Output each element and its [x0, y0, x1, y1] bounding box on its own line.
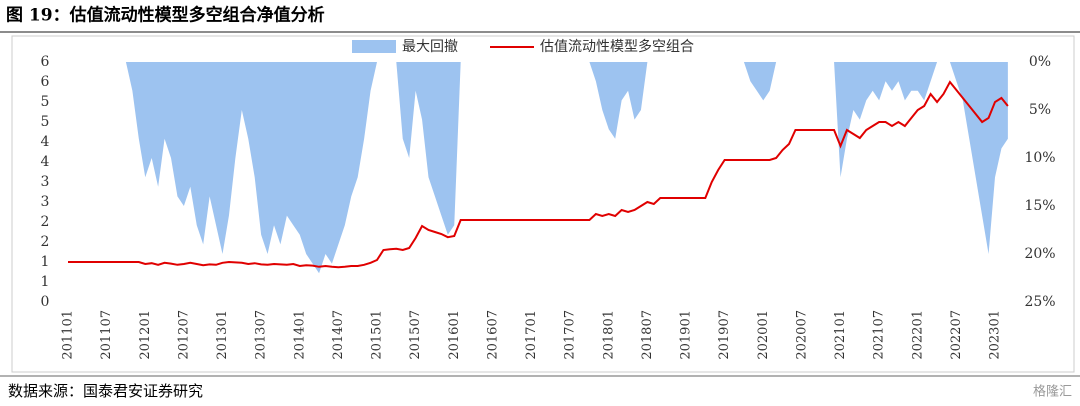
source-note: 数据来源：国泰君安证券研究: [8, 382, 203, 400]
x-tick-label: 201601: [447, 310, 462, 360]
watermark: 格隆汇: [1033, 384, 1072, 400]
x-tick-label: 202207: [949, 310, 964, 360]
x-tick-label: 202201: [910, 310, 925, 360]
y2-tick-label: 20%: [1024, 246, 1055, 262]
net-value-line: [68, 80, 1009, 269]
x-tick-label: 201807: [640, 310, 655, 360]
y-tick-label: 6: [41, 74, 50, 90]
x-tick-label: 202301: [988, 310, 1003, 360]
x-tick-label: 201407: [331, 310, 346, 360]
x-tick-label: 201907: [717, 310, 732, 360]
y2-tick-label: 15%: [1024, 198, 1055, 214]
x-tick-label: 201101: [61, 310, 76, 360]
x-tick-label: 201507: [408, 310, 423, 360]
x-tick-label: 202001: [756, 310, 771, 360]
y-tick-label: 4: [41, 134, 50, 150]
x-tick-label: 201301: [215, 310, 230, 360]
x-tick-label: 201201: [138, 310, 153, 360]
legend-swatch: [352, 40, 396, 53]
y2-tick-label: 10%: [1024, 150, 1055, 166]
y-tick-label: 2: [41, 234, 50, 250]
legend-label: 最大回撤: [402, 39, 458, 55]
x-tick-label: 201607: [485, 310, 500, 360]
y-tick-label: 2: [41, 214, 50, 230]
x-tick-label: 201401: [292, 310, 307, 360]
x-tick-label: 201207: [176, 310, 191, 360]
x-tick-label: 201501: [370, 310, 385, 360]
y2-tick-label: 0%: [1029, 54, 1051, 70]
chart-frame: [11, 35, 1075, 373]
drawdown-area: [68, 62, 1008, 274]
x-tick-label: 202007: [794, 310, 809, 360]
y2-tick-label: 5%: [1029, 102, 1051, 118]
x-tick-label: 201801: [601, 310, 616, 360]
x-tick-label: 202101: [833, 310, 848, 360]
x-tick-label: 201707: [563, 310, 578, 360]
chart-title: 图 19：估值流动性模型多空组合净值分析: [6, 5, 325, 26]
y2-tick-label: 25%: [1024, 294, 1055, 310]
y-tick-label: 3: [41, 174, 50, 190]
y-tick-label: 1: [41, 274, 50, 290]
y-tick-label: 0: [41, 294, 50, 310]
y-tick-label: 6: [41, 54, 50, 70]
y-tick-label: 4: [41, 154, 50, 170]
y-tick-label: 5: [41, 94, 50, 110]
y-tick-label: 5: [41, 114, 50, 130]
x-tick-label: 201107: [99, 310, 114, 360]
x-tick-label: 202107: [872, 310, 887, 360]
x-tick-label: 201901: [679, 310, 694, 360]
x-tick-label: 201701: [524, 310, 539, 360]
y-tick-label: 1: [41, 254, 50, 270]
legend-label: 估值流动性模型多空组合: [540, 38, 694, 55]
x-tick-label: 201307: [254, 310, 269, 360]
y-tick-label: 3: [41, 194, 50, 210]
